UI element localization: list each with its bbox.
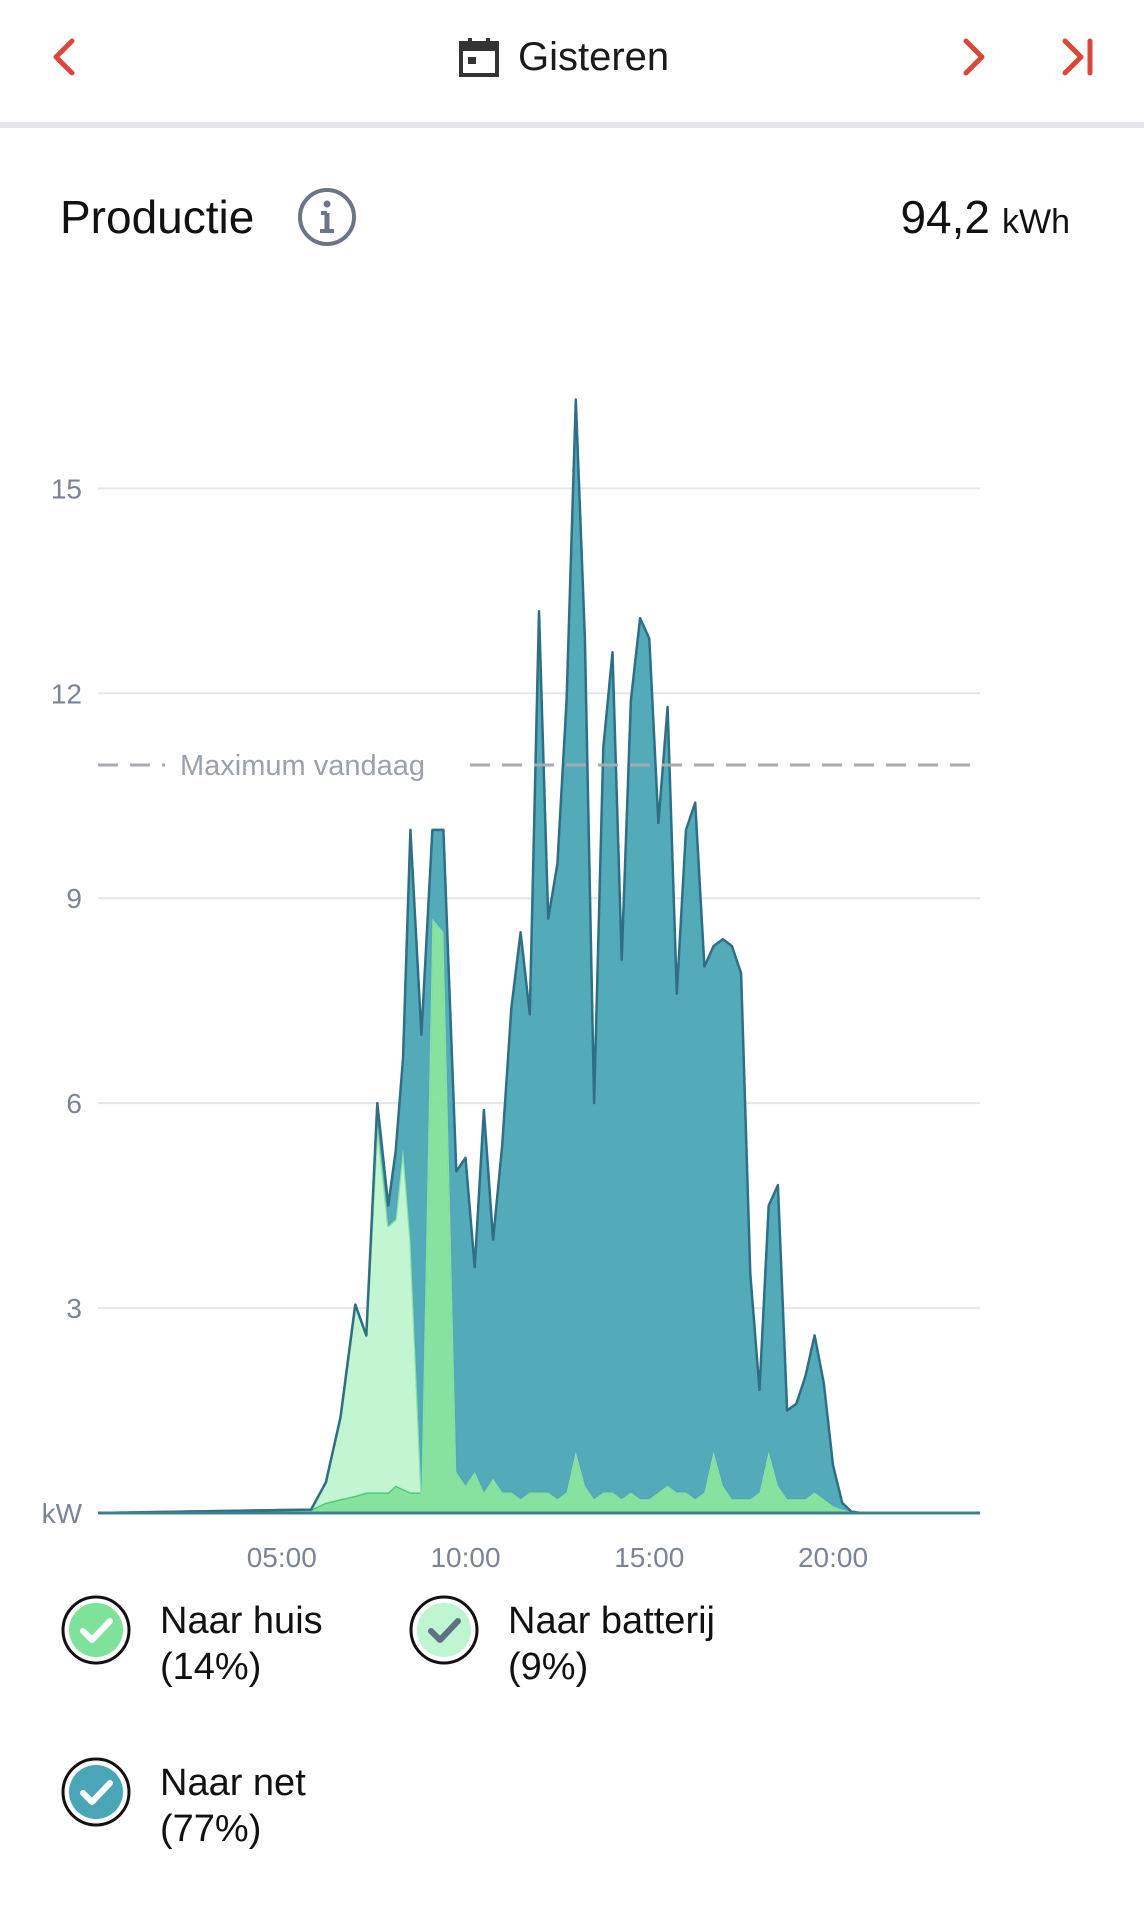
date-navigation-bar: Gisteren [0,0,1144,128]
previous-day-button[interactable] [30,22,100,92]
chevron-right-icon [963,38,985,76]
x-tick-label: 15:00 [614,1542,684,1573]
x-tick-label: 20:00 [798,1542,868,1573]
checkmark-icon [409,1595,479,1665]
chart-axes: 3 6 9 12 15 kW 05:00 10:00 15:00 20:00 [42,473,980,1573]
legend-percentage: (9%) [508,1646,589,1688]
reference-line-label: Maximum vandaag [180,750,425,782]
legend-label: Naar net [160,1762,306,1804]
y-tick-label: 9 [66,883,82,914]
skip-to-end-icon [1062,38,1093,76]
area-series-3 [98,399,980,1513]
checkmark-icon [61,1757,131,1827]
chart-areas [97,398,980,1515]
y-tick-label: 15 [51,473,82,504]
legend-item-3[interactable]: Naar net (77%) [60,1756,306,1852]
chevron-left-icon [53,38,75,76]
area-series-3-outline [97,398,980,1515]
legend-percentage: (14%) [160,1646,262,1688]
legend-text: Naar net (77%) [160,1756,306,1852]
y-tick-label: 6 [66,1088,82,1119]
info-icon [298,188,356,246]
legend-text: Naar batterij (9%) [508,1594,715,1690]
total-unit: kWh [1002,203,1070,241]
legend-item-1[interactable]: Naar huis (14%) [60,1594,323,1690]
date-picker-button[interactable]: Gisteren [458,22,669,92]
production-chart[interactable]: Maximum vandaag 3 6 9 12 15 kW 05:00 10:00 15:00… [0,380,1144,1580]
y-tick-label: 12 [51,678,82,709]
legend-label: Naar batterij [508,1600,715,1642]
y-tick-label: 3 [66,1293,82,1324]
section-title: Productie [60,191,255,243]
last-day-button[interactable] [1042,22,1112,92]
header-divider [0,122,1144,128]
reference-line: Maximum vandaag [98,750,980,782]
y-axis-unit-label: kW [42,1498,83,1529]
calendar-icon [459,38,499,77]
x-tick-label: 05:00 [247,1542,317,1573]
date-label: Gisteren [518,34,670,79]
legend-item-2[interactable]: Naar batterij (9%) [408,1594,715,1690]
next-day-button[interactable] [938,22,1008,92]
legend-label: Naar huis [160,1600,323,1642]
legend-percentage: (77%) [160,1808,262,1850]
legend-text: Naar huis (14%) [160,1594,323,1690]
total-value: 94,2 [900,191,990,243]
checkmark-icon [61,1595,131,1665]
production-total: 94,2 kWh [900,190,1070,244]
x-tick-label: 10:00 [430,1542,500,1573]
info-button[interactable] [296,186,358,248]
